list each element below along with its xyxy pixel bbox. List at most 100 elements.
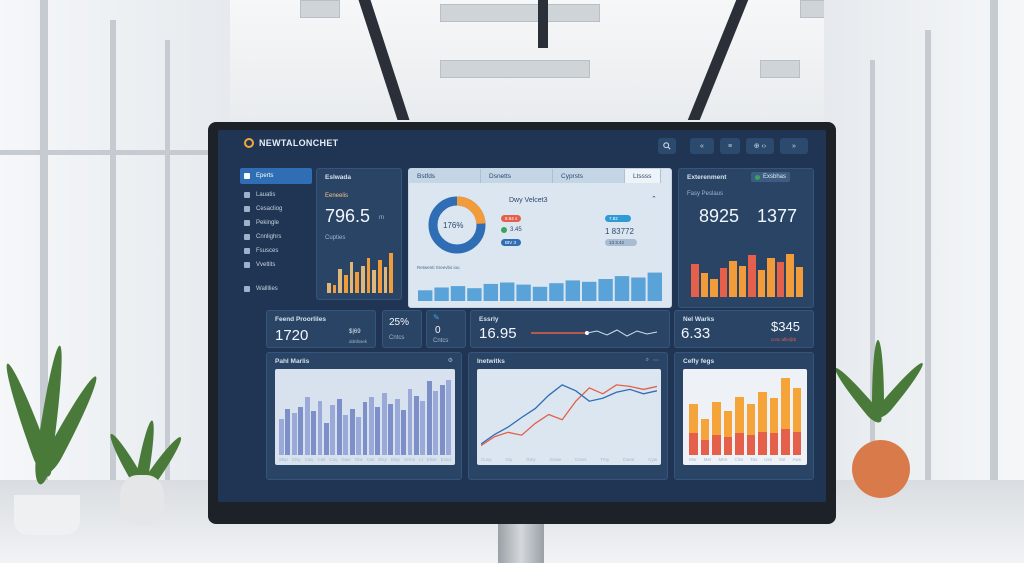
card-daily[interactable]: Essrly 16.95 (470, 310, 670, 348)
x-axis: Mor Mer Mtre Clss Tas Uss Sst Aws (689, 457, 801, 462)
bar (795, 267, 803, 297)
axis-tick-label: Uss (764, 457, 773, 462)
search-icon[interactable]: ⌕ (645, 357, 649, 363)
kpi-panel-revenue[interactable]: Eslwada Eeneelis 796.5 m Cupties (316, 168, 402, 300)
area-bar (631, 277, 646, 301)
bar-segment (712, 401, 721, 435)
sidebar-item[interactable]: Fsusces (240, 244, 312, 258)
card-sub: Cntcs (433, 338, 449, 344)
bar-segment (700, 440, 709, 455)
sidebar-item[interactable]: Cnnlighrs (240, 230, 312, 244)
search-button[interactable] (658, 138, 676, 154)
bar-segment (723, 411, 732, 437)
bar (349, 408, 355, 455)
axis-tick-label: Cwne (622, 457, 635, 462)
sidebar-item[interactable]: Vvetlits (240, 258, 312, 272)
sidebar-item-label: Eperts (256, 173, 274, 179)
bar (343, 415, 349, 455)
card-title: Feend Proorliles (275, 316, 326, 323)
area-bar (614, 276, 630, 301)
edit-icon[interactable]: ✎ (433, 313, 440, 322)
kpi-tag[interactable]: Exsbhas (751, 172, 791, 182)
bar (700, 273, 708, 297)
bar-series (279, 375, 451, 455)
card-profiles[interactable]: Feend Proorliles 1720 $|69 ddnlbsek (266, 310, 376, 348)
card-percent[interactable]: 25% Cntcs (382, 310, 422, 348)
sidebar-item[interactable]: Cesacliog (240, 202, 312, 216)
more-icon[interactable]: ⋯ (653, 358, 659, 364)
back-button[interactable]: « (690, 138, 714, 154)
axis-tick-label: Gty (505, 457, 513, 462)
forward-icon: » (792, 142, 796, 150)
bar (388, 403, 394, 455)
back-icon: « (700, 142, 704, 150)
window-mullion (110, 20, 116, 520)
bar (738, 265, 746, 297)
axis-tick-label: Gowe (549, 457, 562, 462)
bar (748, 255, 756, 297)
tab[interactable]: Dsnetts (481, 169, 553, 183)
bar (439, 384, 445, 455)
card-count[interactable]: ✎ 0 Cntcs (426, 310, 466, 348)
kpi-panel-engagement[interactable]: Exterenment Exsbhas Fasy Peslaus 8925 13… (678, 168, 814, 308)
bar-segment (792, 431, 801, 455)
axis-tick-label: Elay (391, 457, 400, 462)
bar (355, 271, 359, 293)
bar (691, 264, 699, 297)
menu-button[interactable]: ≡ (720, 138, 740, 154)
sidebar-item[interactable]: Wallllies (240, 282, 312, 296)
bar (327, 283, 331, 293)
bar-segment (792, 388, 801, 432)
axis-tick-label: Tmy (600, 457, 610, 462)
sidebar-item[interactable]: Pekingle (240, 216, 312, 230)
more-icon[interactable]: ⌃ (651, 196, 657, 203)
tab[interactable]: Ltssss (625, 169, 661, 183)
axis-tick-label: Elsy (378, 457, 387, 462)
axis-tick-label: Cwy (304, 457, 314, 462)
settings-icon[interactable]: ⚙ (447, 358, 453, 364)
bar (710, 279, 718, 297)
options-button[interactable]: ⊕ ‹› (746, 138, 774, 154)
series-line (481, 384, 657, 447)
bar (362, 402, 368, 455)
forward-button[interactable]: » (780, 138, 808, 154)
bar-segment (781, 377, 790, 429)
kpi-tag-label: Exsbhas (763, 174, 787, 180)
brand[interactable]: NEWTALONCHET (244, 138, 338, 148)
axis-tick-label: Cwt (366, 457, 375, 462)
chart-panel-a: Pahl Marlis ⚙ Slsp Clsy Cwy Cwt Coy Gwe Glw Cwt… (266, 352, 462, 480)
window-mullion (925, 30, 931, 510)
panel-title: Exterenment (687, 174, 727, 181)
status-dot-icon (755, 174, 760, 180)
sidebar-item[interactable]: Eperts (240, 168, 312, 184)
tab[interactable]: Bstfds (409, 169, 481, 183)
pill-a: 8.84 s (501, 215, 521, 222)
bar (338, 268, 342, 293)
donut-chart (428, 196, 486, 254)
area-bar (450, 286, 466, 301)
card-sub2: ddnlbsek (349, 339, 368, 344)
x-axis: Cuoy Gty Gmy Gowe Cmvs Tmy Cwne Cyw (481, 457, 657, 462)
sidebar-item[interactable]: Lauatis (240, 188, 312, 202)
settings-icon (244, 234, 250, 240)
bar (330, 405, 336, 455)
card-value: 25% (389, 317, 410, 328)
bar (757, 270, 765, 297)
card-value-2: $345 (771, 319, 800, 334)
bar (383, 266, 388, 293)
metric-right-value: 1 83772 (605, 227, 634, 236)
bar (285, 408, 291, 455)
monitor-stand (498, 524, 544, 563)
tab[interactable]: Cyprsts (553, 169, 625, 183)
axis-tick-label: Gmy (526, 457, 536, 462)
card-sub: ccnc afle@$ (771, 337, 796, 342)
card-networks[interactable]: Nel Warks 6.33 $345 ccnc afle@$ (674, 310, 814, 348)
area-bar (532, 286, 548, 301)
area-bar (500, 282, 515, 301)
sparkline (531, 329, 658, 337)
bar (332, 285, 337, 293)
axis-tick-label: Cuoy (481, 457, 492, 462)
bar (446, 379, 451, 455)
axis-tick-label: Clss (734, 457, 744, 462)
chart-area: Mor Mer Mtre Clss Tas Uss Sst Aws (683, 369, 807, 465)
